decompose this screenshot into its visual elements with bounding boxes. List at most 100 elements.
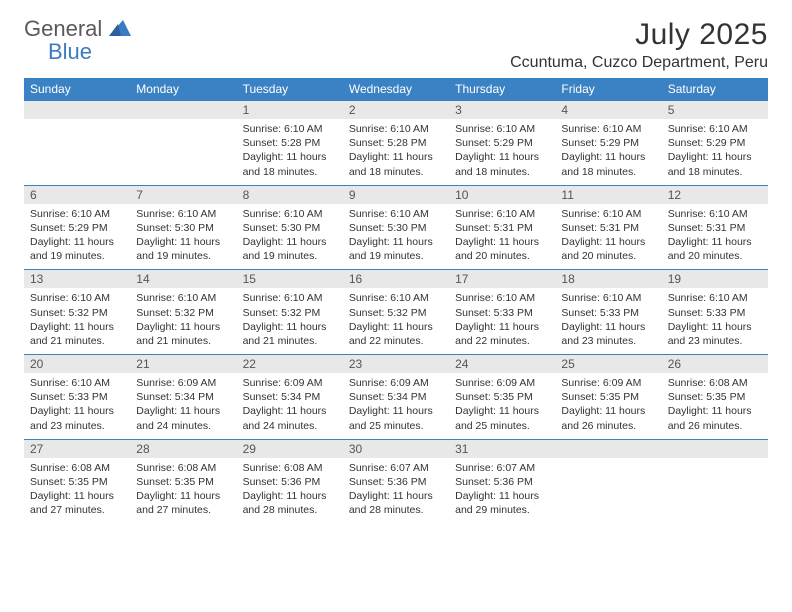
day-number: 30 xyxy=(343,440,449,458)
day-body: Sunrise: 6:09 AMSunset: 5:34 PMDaylight:… xyxy=(237,373,343,439)
day-cell: 28Sunrise: 6:08 AMSunset: 5:35 PMDayligh… xyxy=(130,439,236,523)
sunset-line: Sunset: 5:32 PM xyxy=(243,307,321,319)
day-body: Sunrise: 6:10 AMSunset: 5:32 PMDaylight:… xyxy=(237,288,343,354)
sunset-line: Sunset: 5:32 PM xyxy=(136,307,214,319)
sunset-line: Sunset: 5:30 PM xyxy=(136,222,214,234)
day-number: 6 xyxy=(24,186,130,204)
day-cell: 14Sunrise: 6:10 AMSunset: 5:32 PMDayligh… xyxy=(130,270,236,355)
day-body: Sunrise: 6:10 AMSunset: 5:28 PMDaylight:… xyxy=(343,119,449,185)
daylight-line: Daylight: 11 hours and 27 minutes. xyxy=(30,490,114,516)
daylight-line: Daylight: 11 hours and 22 minutes. xyxy=(455,321,539,347)
day-cell xyxy=(130,101,236,186)
day-number: 4 xyxy=(555,101,661,119)
daybody-empty xyxy=(555,458,661,520)
day-number: 12 xyxy=(662,186,768,204)
daylight-line: Daylight: 11 hours and 28 minutes. xyxy=(349,490,433,516)
day-body: Sunrise: 6:10 AMSunset: 5:33 PMDaylight:… xyxy=(24,373,130,439)
sunrise-line: Sunrise: 6:10 AM xyxy=(455,208,535,220)
sunrise-line: Sunrise: 6:10 AM xyxy=(30,292,110,304)
sunset-line: Sunset: 5:33 PM xyxy=(561,307,639,319)
day-number: 17 xyxy=(449,270,555,288)
day-body: Sunrise: 6:09 AMSunset: 5:34 PMDaylight:… xyxy=(343,373,449,439)
day-body: Sunrise: 6:10 AMSunset: 5:30 PMDaylight:… xyxy=(130,204,236,270)
logo-word1: General xyxy=(24,16,102,41)
daylight-line: Daylight: 11 hours and 23 minutes. xyxy=(561,321,645,347)
day-body: Sunrise: 6:07 AM Sunset: 5:36 PM Daylight:… xyxy=(449,458,555,524)
daylight-line: Daylight: 11 hours and 29 minutes. xyxy=(455,490,539,516)
sunrise-line: Sunrise: 6:10 AM xyxy=(136,292,216,304)
day-number: 15 xyxy=(237,270,343,288)
day-body: Sunrise: 6:09 AMSunset: 5:35 PMDaylight:… xyxy=(449,373,555,439)
sunset-line: Sunset: 5:32 PM xyxy=(349,307,427,319)
sunrise-line: Sunrise: 6:10 AM xyxy=(30,208,110,220)
day-cell: 1Sunrise: 6:10 AMSunset: 5:28 PMDaylight… xyxy=(237,101,343,186)
dayhead-sat: Saturday xyxy=(662,78,768,101)
sunset-line: Sunset: 5:29 PM xyxy=(455,137,533,149)
day-body: Sunrise: 6:10 AMSunset: 5:33 PMDaylight:… xyxy=(449,288,555,354)
sunrise-line: Sunrise: 6:10 AM xyxy=(243,208,323,220)
day-body: Sunrise: 6:10 AM Sunset: 5:32 PM Daylight:… xyxy=(24,288,130,354)
sunrise-line: Sunrise: 6:10 AM xyxy=(668,208,748,220)
daylight-line: Daylight: 11 hours and 27 minutes. xyxy=(136,490,220,516)
day-cell: 29Sunrise: 6:08 AMSunset: 5:36 PMDayligh… xyxy=(237,439,343,523)
day-number: 9 xyxy=(343,186,449,204)
day-body: Sunrise: 6:10 AMSunset: 5:33 PMDaylight:… xyxy=(555,288,661,354)
sunset-line: Sunset: 5:36 PM xyxy=(455,476,533,488)
sunset-line: Sunset: 5:35 PM xyxy=(668,391,746,403)
week-row: 6Sunrise: 6:10 AMSunset: 5:29 PMDaylight… xyxy=(24,185,768,270)
title-block: July 2025 Ccuntuma, Cuzco Department, Pe… xyxy=(510,18,768,72)
day-cell: 26Sunrise: 6:08 AMSunset: 5:35 PMDayligh… xyxy=(662,355,768,440)
day-body: Sunrise: 6:10 AMSunset: 5:30 PMDaylight:… xyxy=(237,204,343,270)
daylight-line: Daylight: 11 hours and 19 minutes. xyxy=(243,236,327,262)
daylight-line: Daylight: 11 hours and 21 minutes. xyxy=(30,321,114,347)
day-cell: 9Sunrise: 6:10 AMSunset: 5:30 PMDaylight… xyxy=(343,185,449,270)
daylight-line: Daylight: 11 hours and 18 minutes. xyxy=(455,151,539,177)
day-number: 3 xyxy=(449,101,555,119)
day-body: Sunrise: 6:10 AMSunset: 5:32 PMDaylight:… xyxy=(130,288,236,354)
day-body: Sunrise: 6:10 AMSunset: 5:29 PMDaylight:… xyxy=(555,119,661,185)
sunset-line: Sunset: 5:33 PM xyxy=(455,307,533,319)
sunrise-line: Sunrise: 6:07 AM xyxy=(349,462,429,474)
day-cell: 11Sunrise: 6:10 AMSunset: 5:31 PMDayligh… xyxy=(555,185,661,270)
day-cell: 7Sunrise: 6:10 AMSunset: 5:30 PMDaylight… xyxy=(130,185,236,270)
sunrise-line: Sunrise: 6:09 AM xyxy=(136,377,216,389)
day-cell xyxy=(662,439,768,523)
sunrise-line: Sunrise: 6:07 AM xyxy=(455,462,535,474)
day-number: 23 xyxy=(343,355,449,373)
sunset-line: Sunset: 5:30 PM xyxy=(349,222,427,234)
sunrise-line: Sunrise: 6:10 AM xyxy=(243,292,323,304)
day-cell xyxy=(555,439,661,523)
daybody-empty xyxy=(24,119,130,181)
day-number: 27 xyxy=(24,440,130,458)
sunset-line: Sunset: 5:32 PM xyxy=(30,307,108,319)
header: General Blue July 2025 Ccuntuma, Cuzco D… xyxy=(24,18,768,72)
day-cell: 8Sunrise: 6:10 AMSunset: 5:30 PMDaylight… xyxy=(237,185,343,270)
sunrise-line: Sunrise: 6:08 AM xyxy=(668,377,748,389)
daylight-line: Daylight: 11 hours and 18 minutes. xyxy=(349,151,433,177)
day-body: Sunrise: 6:08 AMSunset: 5:35 PMDaylight:… xyxy=(130,458,236,524)
week-row: 20Sunrise: 6:10 AMSunset: 5:33 PMDayligh… xyxy=(24,355,768,440)
day-number: 28 xyxy=(130,440,236,458)
daylight-line: Daylight: 11 hours and 25 minutes. xyxy=(349,405,433,431)
daylight-line: Daylight: 11 hours and 18 minutes. xyxy=(561,151,645,177)
sunrise-line: Sunrise: 6:09 AM xyxy=(243,377,323,389)
day-number: 10 xyxy=(449,186,555,204)
sunrise-line: Sunrise: 6:10 AM xyxy=(668,123,748,135)
daylight-line: Daylight: 11 hours and 24 minutes. xyxy=(136,405,220,431)
daylight-line: Daylight: 11 hours and 20 minutes. xyxy=(668,236,752,262)
day-number: 11 xyxy=(555,186,661,204)
day-cell: 25Sunrise: 6:09 AMSunset: 5:35 PMDayligh… xyxy=(555,355,661,440)
sunrise-line: Sunrise: 6:10 AM xyxy=(30,377,110,389)
daynum-empty xyxy=(555,440,661,458)
day-cell: 19Sunrise: 6:10 AMSunset: 5:33 PMDayligh… xyxy=(662,270,768,355)
day-number: 8 xyxy=(237,186,343,204)
day-number: 22 xyxy=(237,355,343,373)
day-number: 2 xyxy=(343,101,449,119)
sunrise-line: Sunrise: 6:10 AM xyxy=(455,123,535,135)
dayhead-wed: Wednesday xyxy=(343,78,449,101)
day-body: Sunrise: 6:10 AMSunset: 5:31 PMDaylight:… xyxy=(449,204,555,270)
day-number: 16 xyxy=(343,270,449,288)
day-number: 26 xyxy=(662,355,768,373)
day-number: 7 xyxy=(130,186,236,204)
week-row: 27Sunrise: 6:08 AMSunset: 5:35 PMDayligh… xyxy=(24,439,768,523)
